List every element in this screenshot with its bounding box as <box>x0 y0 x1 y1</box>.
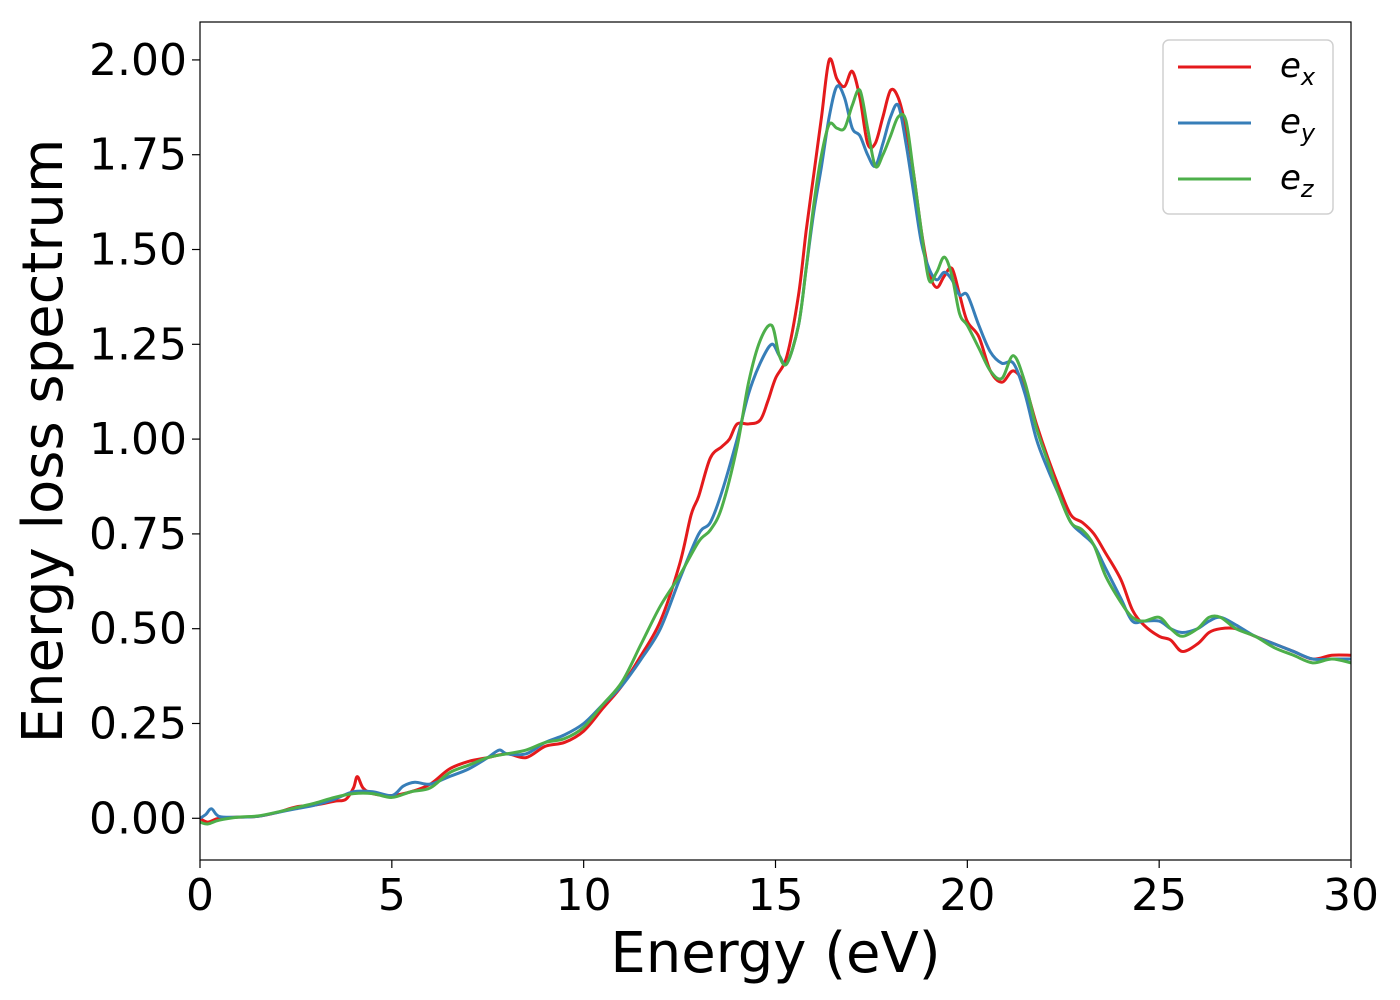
legend-label-subscript: z <box>1300 175 1315 203</box>
legend-label-base: e <box>1280 102 1301 142</box>
x-tick-label: 10 <box>556 870 612 921</box>
legend-label-base: e <box>1280 158 1301 198</box>
y-tick-label: 0.75 <box>89 509 187 560</box>
y-tick-label: 1.50 <box>89 225 187 276</box>
y-tick-label: 0.25 <box>89 698 187 749</box>
series-line-e-z <box>200 88 1351 826</box>
x-tick-label: 0 <box>186 870 214 921</box>
legend-label-subscript: x <box>1300 63 1316 91</box>
y-tick-label: 0.00 <box>89 793 187 844</box>
x-tick-label: 15 <box>748 870 804 921</box>
x-tick-label: 30 <box>1323 870 1379 921</box>
legend-label-base: e <box>1280 46 1301 86</box>
x-axis-label: Energy (eV) <box>610 921 940 986</box>
x-tick-label: 25 <box>1131 870 1187 921</box>
legend-label-e-x: ex <box>1280 46 1316 91</box>
y-tick-label: 2.00 <box>89 35 187 86</box>
y-axis-label: Energy loss spectrum <box>11 139 76 744</box>
legend-label-e-z: ez <box>1280 158 1315 203</box>
legend-box <box>1162 39 1334 215</box>
legend-label-e-y: ey <box>1280 102 1316 147</box>
y-tick-label: 1.75 <box>89 130 187 181</box>
y-tick-label: 1.00 <box>89 414 187 465</box>
x-tick-label: 20 <box>939 870 995 921</box>
x-tick-label: 5 <box>378 870 406 921</box>
y-tick-label: 1.25 <box>89 319 187 370</box>
series-line-e-y <box>200 84 1351 820</box>
series-layer <box>200 57 1351 826</box>
x-axis-ticks: 0 5 10 15 20 25 30 <box>186 860 1379 921</box>
y-tick-label: 0.50 <box>89 604 187 655</box>
legend-label-subscript: y <box>1300 119 1316 147</box>
y-axis-ticks: 0.00 0.25 0.50 0.75 1.00 1.25 1.50 1.75 2.00 <box>89 35 200 844</box>
